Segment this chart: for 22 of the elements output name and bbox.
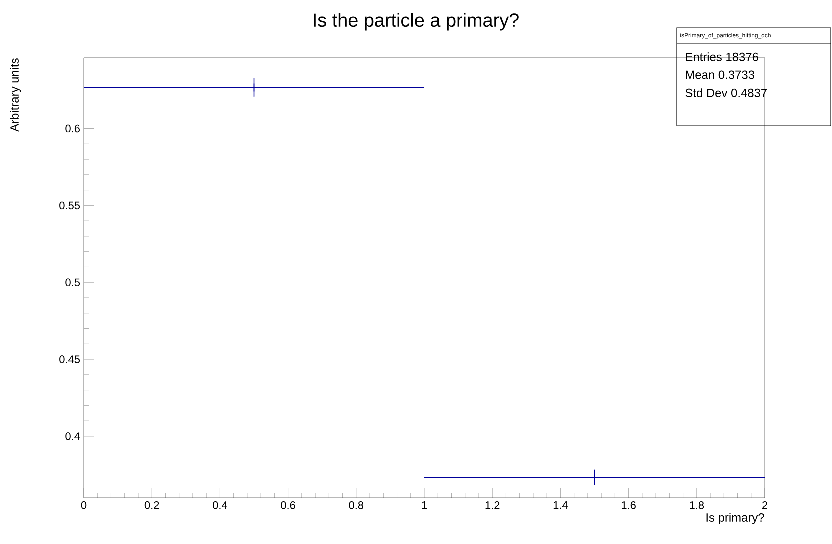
- y-tick-label: 0.45: [60, 356, 80, 364]
- x-tick-label: 0.2: [144, 502, 160, 510]
- annotation: Std Dev 0.4837: [686, 88, 767, 98]
- x-tick-label: 1.6: [622, 502, 636, 510]
- x-tick-label: 0.8: [349, 502, 364, 510]
- annotation: Entries 18376: [686, 52, 758, 62]
- x-tick-label: 1.2: [486, 502, 500, 510]
- x-tick-label: 1: [422, 502, 428, 510]
- x-tick-label: 1.4: [554, 502, 568, 510]
- annotation: Mean 0.3733: [686, 70, 754, 80]
- x-tick-label: 0: [81, 502, 87, 510]
- x-tick-label: 2: [762, 502, 768, 510]
- y-tick-label: 0.6: [66, 124, 80, 133]
- chart-title: Is the particle a primary?: [314, 13, 519, 31]
- y-tick-label: 0.55: [60, 202, 80, 210]
- x-tick-label: 1.8: [690, 502, 704, 510]
- x-axis-title: Is primary?: [706, 513, 764, 524]
- y-axis-title: Arbitrary units: [10, 58, 22, 132]
- x-tick-label: 0.6: [281, 502, 296, 510]
- y-tick-label: 0.4: [66, 432, 80, 440]
- x-tick-label: 0.4: [213, 502, 228, 510]
- y-tick-label: 0.5: [66, 278, 80, 286]
